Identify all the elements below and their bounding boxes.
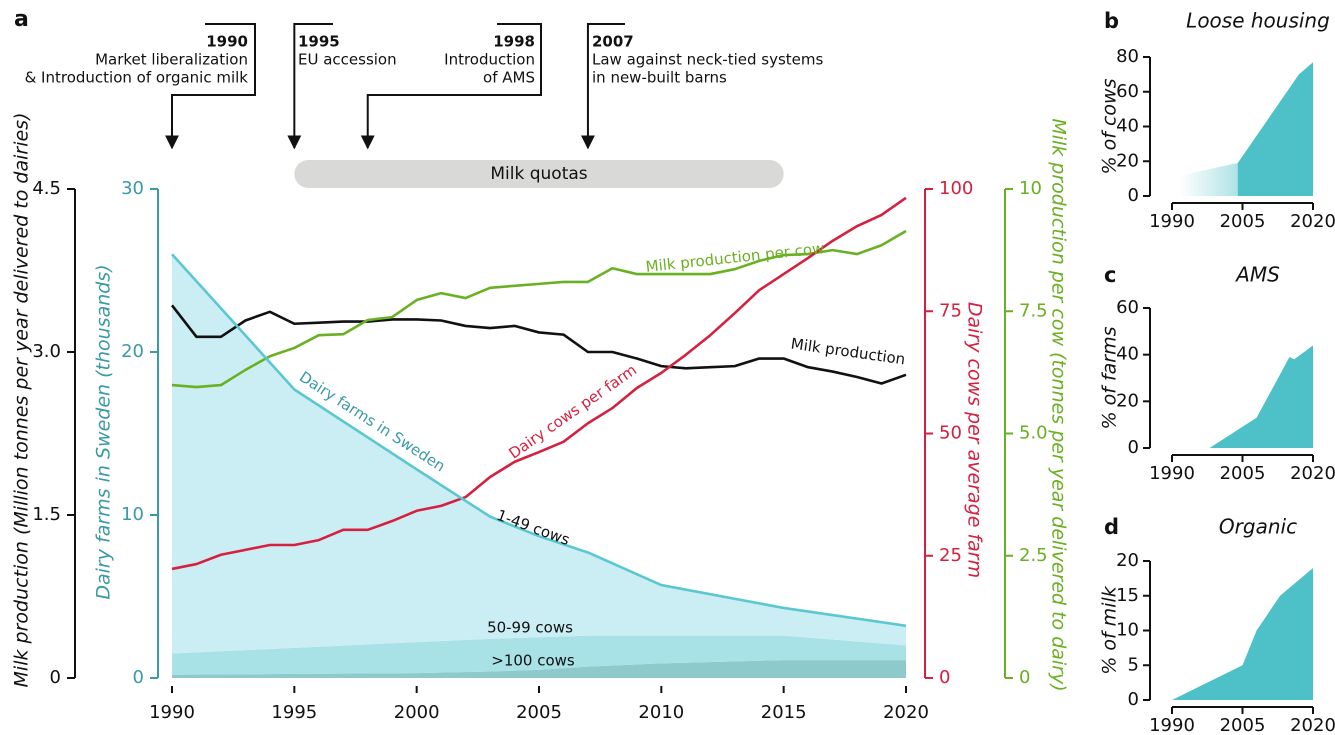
area [1209, 345, 1313, 448]
y-tick-label: 10 [121, 504, 144, 525]
event-text: & Introduction of organic milk [25, 69, 249, 87]
x-tick-label: 2010 [638, 702, 684, 723]
event-year: 2007 [592, 33, 634, 51]
event-text: Introduction [444, 51, 535, 69]
y-tick-label: 15 [1116, 585, 1139, 606]
y-tick-label: 40 [1116, 116, 1139, 137]
y-tick-label: 60 [1116, 81, 1139, 102]
event-year: 1998 [493, 33, 535, 51]
event-text: EU accession [298, 51, 397, 69]
panel-label: d [1104, 515, 1119, 539]
period-bar [294, 160, 784, 188]
y-axis-title: Milk production (Million tonnes per year… [11, 113, 33, 688]
y-tick-label: 5 [1128, 654, 1139, 675]
y-tick-label: 7.5 [1019, 300, 1048, 321]
y-tick-label: 30 [121, 178, 144, 199]
y-tick-label: 0 [1128, 437, 1139, 458]
stacked-area [172, 254, 906, 654]
y-tick-label: 10 [1019, 178, 1042, 199]
x-tick-label: 1990 [1149, 463, 1195, 484]
panel-label: a [14, 7, 29, 32]
y-tick-label: 80 [1116, 46, 1139, 67]
event-arrow [287, 23, 333, 150]
area [1172, 567, 1313, 700]
line [171, 253, 907, 628]
y-tick-label: 5.0 [1019, 423, 1048, 444]
area [1181, 62, 1313, 197]
event-arrow [580, 23, 625, 150]
event-text: Market liberalization [95, 51, 248, 69]
event-year: 1990 [206, 33, 248, 51]
y-tick-label: 2.5 [1019, 545, 1048, 566]
y-tick-label: 0 [1128, 185, 1139, 206]
y-tick-label: 40 [1116, 344, 1139, 365]
x-tick-label: 2005 [516, 702, 562, 723]
y-tick-label: 1.5 [32, 504, 61, 525]
fade-overlay [1180, 57, 1238, 197]
y-tick-label: 10 [1116, 620, 1139, 641]
y-axis-title: Milk production per cow (tonnes per year… [1048, 118, 1070, 691]
series-label: Milk production [790, 335, 907, 369]
y-tick-label: 20 [1116, 390, 1139, 411]
line [170, 304, 907, 385]
panel-label: c [1104, 263, 1116, 287]
y-axis-title: Dairy cows per average farm [964, 302, 986, 578]
y-tick-label: 60 [1116, 297, 1139, 318]
y-tick-label: 4.5 [32, 178, 61, 199]
x-tick-label: 2020 [1290, 463, 1335, 484]
y-tick-label: 25 [939, 545, 962, 566]
event-text: Law against neck-tied systems [592, 51, 824, 69]
panel-title: Organic [1219, 515, 1297, 539]
stacked-area [172, 635, 906, 675]
y-tick-label: 20 [1116, 150, 1139, 171]
series-label: Dairy cows per farm [505, 361, 640, 463]
stacked-area [172, 660, 906, 678]
y-axis-title: % of milk [1099, 585, 1121, 675]
x-tick-label: 1990 [1149, 715, 1195, 735]
period-label: Milk quotas [490, 164, 587, 184]
y-axis-title: Dairy farms in Sweden (thousands) [93, 264, 115, 599]
x-tick-label: 2020 [883, 702, 929, 723]
series-label: 50-99 cows [487, 619, 573, 637]
y-tick-label: 0 [50, 667, 61, 688]
y-axis-title: % of cows [1099, 78, 1121, 174]
y-tick-label: 20 [121, 341, 144, 362]
series-label: >100 cows [491, 652, 575, 670]
x-tick-label: 1990 [1149, 211, 1195, 232]
y-tick-label: 3.0 [32, 341, 61, 362]
line [171, 196, 907, 571]
panel-title: AMS [1234, 263, 1280, 287]
y-tick-label: 20 [1116, 550, 1139, 571]
y-tick-label: 0 [133, 667, 144, 688]
x-tick-label: 2020 [1290, 211, 1335, 232]
y-axis-title: % of farms [1099, 326, 1121, 429]
x-tick-label: 2015 [761, 702, 807, 723]
y-tick-label: 50 [939, 423, 962, 444]
line [171, 229, 907, 389]
panel-title: Loose housing [1186, 9, 1330, 33]
x-tick-label: 2005 [1220, 211, 1266, 232]
event-year: 1995 [298, 33, 340, 51]
y-tick-label: 75 [939, 300, 962, 321]
x-tick-label: 1990 [149, 702, 195, 723]
event-arrow [165, 23, 256, 150]
y-tick-label: 100 [939, 178, 973, 199]
x-tick-label: 2005 [1220, 463, 1266, 484]
event-text: of AMS [483, 69, 535, 87]
event-text: in new-built barns [592, 69, 727, 87]
x-tick-label: 2005 [1220, 715, 1266, 735]
event-arrow [360, 23, 542, 150]
y-tick-label: 0 [939, 667, 950, 688]
y-tick-label: 0 [1128, 689, 1139, 710]
x-tick-label: 2000 [394, 702, 440, 723]
panel-label: b [1104, 9, 1119, 33]
x-tick-label: 1995 [271, 702, 317, 723]
x-tick-label: 2020 [1290, 715, 1335, 735]
y-tick-label: 0 [1019, 667, 1030, 688]
